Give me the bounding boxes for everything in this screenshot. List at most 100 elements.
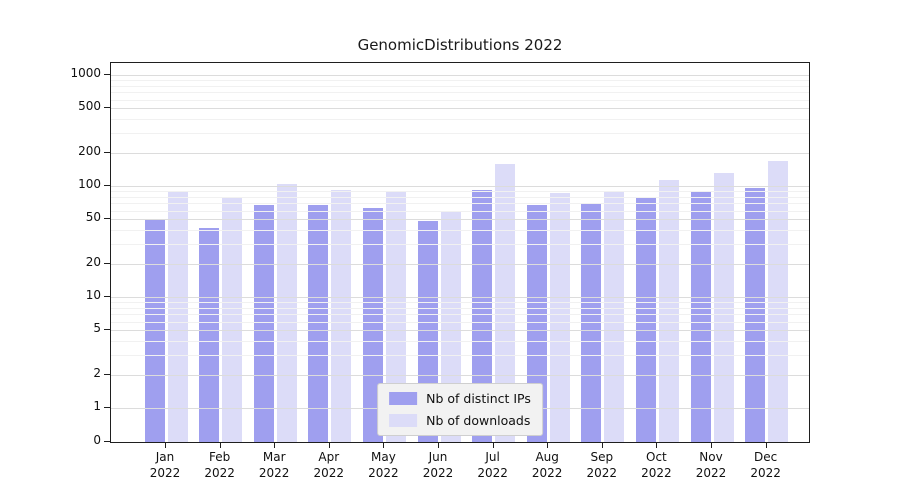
legend: Nb of distinct IPs Nb of downloads bbox=[377, 383, 543, 436]
minor-gridline bbox=[111, 80, 809, 82]
x-tick-label: Oct 2022 bbox=[641, 450, 672, 480]
legend-label-downloads: Nb of downloads bbox=[426, 413, 531, 428]
bar-distinct-ips bbox=[308, 205, 329, 442]
minor-gridline bbox=[111, 99, 809, 101]
minor-gridline bbox=[111, 92, 809, 94]
y-tick-label: 5 bbox=[93, 321, 101, 336]
minor-gridline bbox=[111, 85, 809, 87]
bars-layer bbox=[111, 63, 809, 442]
legend-item-distinct-ips: Nb of distinct IPs bbox=[389, 391, 531, 406]
x-tick-label: Jan 2022 bbox=[149, 450, 181, 480]
minor-gridline bbox=[111, 302, 809, 304]
y-tick-label: 200 bbox=[78, 143, 101, 158]
major-gridline bbox=[111, 330, 809, 332]
major-gridline bbox=[111, 75, 809, 76]
major-gridline bbox=[111, 152, 809, 154]
bar-downloads bbox=[604, 191, 625, 442]
major-gridline bbox=[111, 108, 809, 110]
minor-gridline bbox=[111, 203, 809, 205]
y-tick-mark bbox=[104, 296, 110, 297]
y-tick-label: 2 bbox=[93, 365, 101, 380]
x-tick-mark bbox=[656, 443, 658, 448]
y-tick-label: 0 bbox=[93, 433, 101, 447]
minor-gridline bbox=[111, 341, 809, 343]
minor-gridline bbox=[111, 119, 809, 121]
x-tick-label: Aug 2022 bbox=[531, 450, 563, 480]
minor-gridline bbox=[111, 133, 809, 134]
bar-distinct-ips bbox=[253, 204, 274, 442]
x-tick-label: Nov 2022 bbox=[695, 450, 727, 480]
y-tick-mark bbox=[104, 107, 110, 109]
plot-area: Nb of distinct IPs Nb of downloads bbox=[110, 62, 810, 443]
major-gridline bbox=[111, 219, 809, 221]
major-gridline bbox=[111, 186, 809, 187]
y-tick-label: 1 bbox=[93, 399, 101, 413]
y-tick-mark bbox=[104, 262, 110, 264]
x-tick-label: May 2022 bbox=[368, 450, 399, 480]
bar-downloads bbox=[385, 192, 406, 442]
minor-gridline bbox=[111, 196, 809, 198]
x-tick-label: Apr 2022 bbox=[313, 450, 345, 480]
y-tick-mark bbox=[104, 185, 110, 186]
x-tick-label: Feb 2022 bbox=[204, 450, 235, 480]
bar-downloads bbox=[167, 191, 188, 442]
y-tick-mark bbox=[104, 373, 110, 375]
bar-distinct-ips bbox=[581, 203, 602, 442]
minor-gridline bbox=[111, 307, 809, 309]
minor-gridline bbox=[111, 355, 809, 356]
minor-gridline bbox=[111, 244, 809, 245]
y-tick-label: 10 bbox=[85, 288, 101, 302]
x-tick-mark bbox=[274, 443, 276, 448]
major-gridline bbox=[111, 297, 809, 298]
y-tick-label: 50 bbox=[85, 210, 101, 225]
minor-gridline bbox=[111, 230, 809, 232]
y-tick-mark bbox=[104, 329, 110, 331]
x-tick-mark bbox=[165, 443, 166, 448]
x-tick-mark bbox=[765, 443, 767, 448]
x-tick-label: Mar 2022 bbox=[258, 450, 290, 480]
y-tick-label: 100 bbox=[78, 177, 101, 191]
y-tick-label: 20 bbox=[85, 254, 101, 269]
bar-downloads bbox=[331, 190, 352, 442]
minor-gridline bbox=[111, 210, 809, 212]
bar-downloads bbox=[549, 192, 570, 442]
legend-label-distinct-ips: Nb of distinct IPs bbox=[426, 391, 531, 406]
legend-swatch-downloads bbox=[389, 414, 418, 427]
bar-downloads bbox=[768, 161, 789, 442]
bar-distinct-ips bbox=[472, 190, 493, 442]
major-gridline bbox=[111, 374, 809, 376]
y-tick-mark bbox=[104, 218, 110, 220]
chart-title: GenomicDistributions 2022 bbox=[357, 36, 563, 54]
bar-downloads bbox=[658, 180, 679, 442]
bar-distinct-ips bbox=[199, 227, 220, 442]
legend-swatch-distinct-ips bbox=[389, 392, 418, 405]
legend-item-downloads: Nb of downloads bbox=[389, 413, 531, 428]
minor-gridline bbox=[111, 314, 809, 316]
x-tick-mark bbox=[601, 443, 603, 448]
bar-downloads bbox=[276, 183, 297, 442]
x-tick-mark bbox=[438, 443, 439, 448]
x-tick-mark bbox=[328, 443, 330, 448]
bar-downloads bbox=[222, 198, 243, 442]
x-tick-mark bbox=[492, 443, 494, 448]
x-tick-label: Jun 2022 bbox=[422, 450, 454, 480]
x-tick-label: Dec 2022 bbox=[750, 450, 781, 480]
bar-distinct-ips bbox=[690, 190, 711, 442]
major-gridline bbox=[111, 263, 809, 265]
y-tick-mark bbox=[104, 74, 110, 75]
y-tick-label: 1000 bbox=[70, 66, 101, 80]
bar-distinct-ips bbox=[635, 198, 656, 442]
x-tick-mark bbox=[219, 443, 221, 448]
x-tick-label: Sep 2022 bbox=[586, 450, 618, 480]
y-tick-mark bbox=[104, 151, 110, 153]
y-tick-mark bbox=[104, 407, 110, 408]
x-tick-mark bbox=[711, 443, 712, 448]
x-tick-mark bbox=[547, 443, 549, 448]
y-tick-mark bbox=[104, 441, 110, 442]
x-tick-mark bbox=[383, 443, 385, 448]
minor-gridline bbox=[111, 321, 809, 323]
minor-gridline bbox=[111, 191, 809, 193]
y-tick-label: 500 bbox=[78, 99, 101, 114]
x-tick-label: Jul 2022 bbox=[477, 450, 508, 480]
